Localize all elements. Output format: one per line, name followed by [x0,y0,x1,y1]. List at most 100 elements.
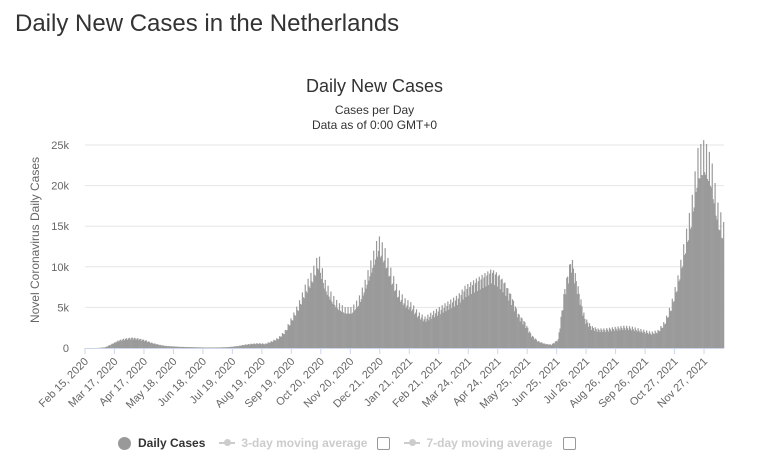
daily-case-bar [125,338,128,348]
daily-case-bar [509,293,511,348]
daily-case-bar [180,346,182,348]
daily-case-bar [609,329,612,348]
daily-case-bar [532,336,535,348]
daily-case-bar [560,316,562,348]
daily-case-bar [723,238,724,348]
daily-case-bar [681,268,683,348]
daily-case-bar [479,289,481,348]
daily-case-bar [245,344,247,348]
daily-case-bar [508,300,510,348]
daily-case-bar [704,174,707,348]
daily-case-bar [670,310,672,348]
legend-item-3-day-average[interactable]: 3-day moving average [219,436,391,450]
daily-case-bar [672,302,674,348]
daily-case-bar [523,321,525,348]
y-tick-label: 0 [63,343,69,355]
daily-case-bar [548,344,550,348]
daily-case-bar [641,331,643,348]
daily-case-bar [505,295,507,348]
daily-case-bar [607,331,610,348]
checkbox-7-day-average[interactable] [562,436,576,450]
daily-case-bar [491,272,494,348]
daily-case-bar [627,330,630,348]
daily-case-bar [391,284,393,348]
daily-case-bar [497,276,499,348]
daily-case-bar [356,307,359,348]
daily-case-bar [516,317,518,348]
daily-case-bar [278,336,281,348]
daily-case-bar [267,342,269,348]
daily-case-bar [652,333,654,348]
daily-case-bar [130,338,132,348]
daily-case-bar [630,330,633,348]
daily-case-bar [498,274,500,348]
daily-case-bar [247,344,249,348]
daily-case-bar [187,347,189,348]
daily-case-bar [312,282,314,348]
daily-case-bar [638,330,640,348]
daily-case-bar [114,342,116,348]
daily-case-bar [520,317,522,348]
daily-case-bar [236,346,238,348]
daily-case-bar [656,333,658,348]
daily-case-bar [283,334,285,348]
daily-case-bar [621,328,623,348]
daily-case-bar [628,326,631,348]
daily-case-bar [166,346,168,348]
daily-case-bar [461,289,463,348]
daily-case-bar [303,298,305,348]
daily-case-bar [576,294,578,348]
daily-case-bar [366,284,368,348]
series-line-icon [404,439,421,446]
daily-case-bar [276,338,278,348]
daily-case-bar [596,331,598,348]
daily-case-bar [587,322,589,348]
daily-case-bar [256,343,258,348]
daily-case-bar [545,344,547,348]
daily-case-bar [454,300,457,348]
daily-case-bar [470,282,472,348]
daily-case-bar [441,305,443,348]
daily-case-bar [350,307,352,348]
daily-case-bar [521,318,523,348]
daily-case-bar [569,264,572,348]
daily-case-bar [133,338,135,348]
daily-case-bar [658,331,660,348]
daily-case-bar [393,276,395,348]
daily-case-bar [374,264,376,348]
daily-case-bar [580,299,582,348]
daily-case-bar [235,346,237,348]
daily-case-bar [291,320,293,348]
daily-case-bar [195,347,197,348]
daily-case-bar [361,287,363,348]
daily-case-bar [253,343,255,348]
daily-case-bar [435,308,438,348]
legend-item-daily-cases[interactable]: Daily Cases [118,436,205,450]
daily-case-bar [583,312,585,348]
daily-case-bar [677,275,679,348]
daily-case-bar [550,345,553,348]
daily-case-bar [313,265,315,348]
daily-case-bar [172,346,174,348]
daily-case-bar [369,276,371,348]
daily-case-bar [598,329,600,348]
legend-label: 7-day moving average [426,436,553,450]
daily-case-bar [225,347,227,348]
daily-case-bar [581,306,583,348]
daily-case-bar [257,343,259,348]
daily-case-bar [699,178,701,348]
daily-case-bar [263,344,265,348]
legend-item-7-day-average[interactable]: 7-day moving average [404,436,576,450]
daily-case-bar [192,347,194,348]
daily-case-bar [118,341,120,348]
daily-case-bar [648,331,651,348]
daily-case-bar [351,313,353,348]
daily-case-bar [360,299,362,348]
daily-case-bar [482,287,484,348]
checkbox-3-day-average[interactable] [377,436,391,450]
daily-case-bar [334,304,336,348]
daily-case-bar [106,346,109,348]
daily-case-bar [213,347,215,348]
daily-case-bar [258,344,260,348]
daily-case-bar [362,295,364,348]
